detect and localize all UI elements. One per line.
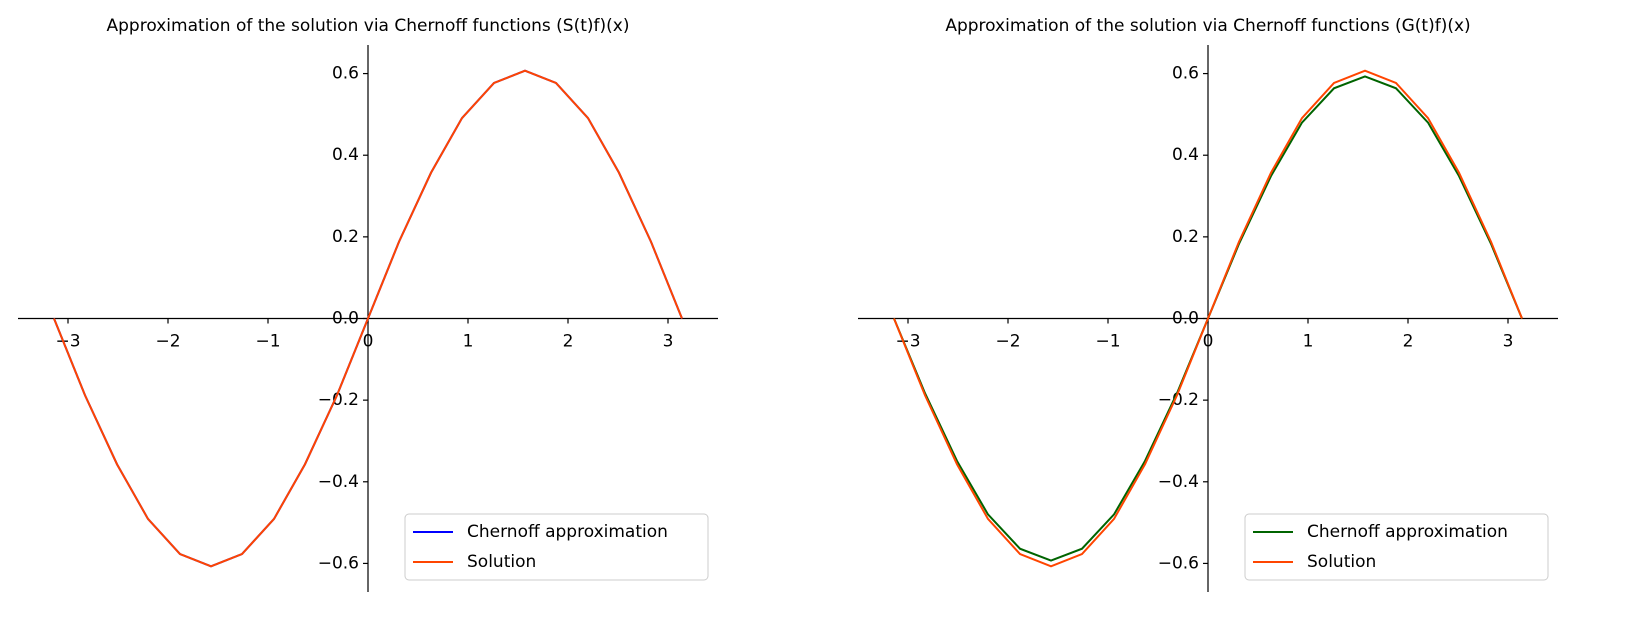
y-tick-label: −0.4 (1158, 472, 1199, 492)
x-tick-label: 2 (563, 332, 574, 352)
x-tick-label: 1 (463, 332, 474, 352)
y-tick-label: −0.2 (1158, 390, 1199, 410)
legend-label: Solution (1307, 552, 1376, 572)
x-tick-label: −2 (995, 332, 1020, 352)
chart-title: Approximation of the solution via Cherno… (107, 16, 630, 36)
y-tick-label: −0.2 (318, 390, 359, 410)
y-tick-label: 0.4 (1172, 145, 1199, 165)
x-tick-label: −3 (895, 332, 920, 352)
y-tick-label: −0.4 (318, 472, 359, 492)
y-tick-label: 0.0 (332, 309, 359, 329)
x-tick-label: −1 (255, 332, 280, 352)
x-tick-label: −2 (155, 332, 180, 352)
y-tick-label: −0.6 (318, 553, 359, 573)
x-tick-label: −1 (1095, 332, 1120, 352)
y-tick-label: 0.6 (1172, 64, 1199, 84)
legend-box (404, 513, 709, 581)
legend-label: Solution (467, 552, 536, 572)
legend-box (1244, 513, 1549, 581)
x-tick-label: 2 (1403, 332, 1414, 352)
series-line (53, 69, 683, 568)
legend-label: Chernoff approximation (467, 522, 668, 542)
x-tick-label: 0 (363, 332, 374, 352)
y-tick-label: 0.4 (332, 145, 359, 165)
x-tick-label: −3 (55, 332, 80, 352)
x-tick-label: 3 (663, 332, 674, 352)
y-tick-label: 0.2 (1172, 227, 1199, 247)
y-tick-label: 0.0 (1172, 309, 1199, 329)
series-line (893, 69, 1523, 568)
y-tick-label: −0.6 (1158, 553, 1199, 573)
x-tick-label: 3 (1503, 332, 1514, 352)
chart-title: Approximation of the solution via Cherno… (945, 16, 1470, 36)
y-tick-label: 0.2 (332, 227, 359, 247)
legend-label: Chernoff approximation (1307, 522, 1508, 542)
x-tick-label: 0 (1203, 332, 1214, 352)
y-tick-label: 0.6 (332, 64, 359, 84)
x-tick-label: 1 (1303, 332, 1314, 352)
